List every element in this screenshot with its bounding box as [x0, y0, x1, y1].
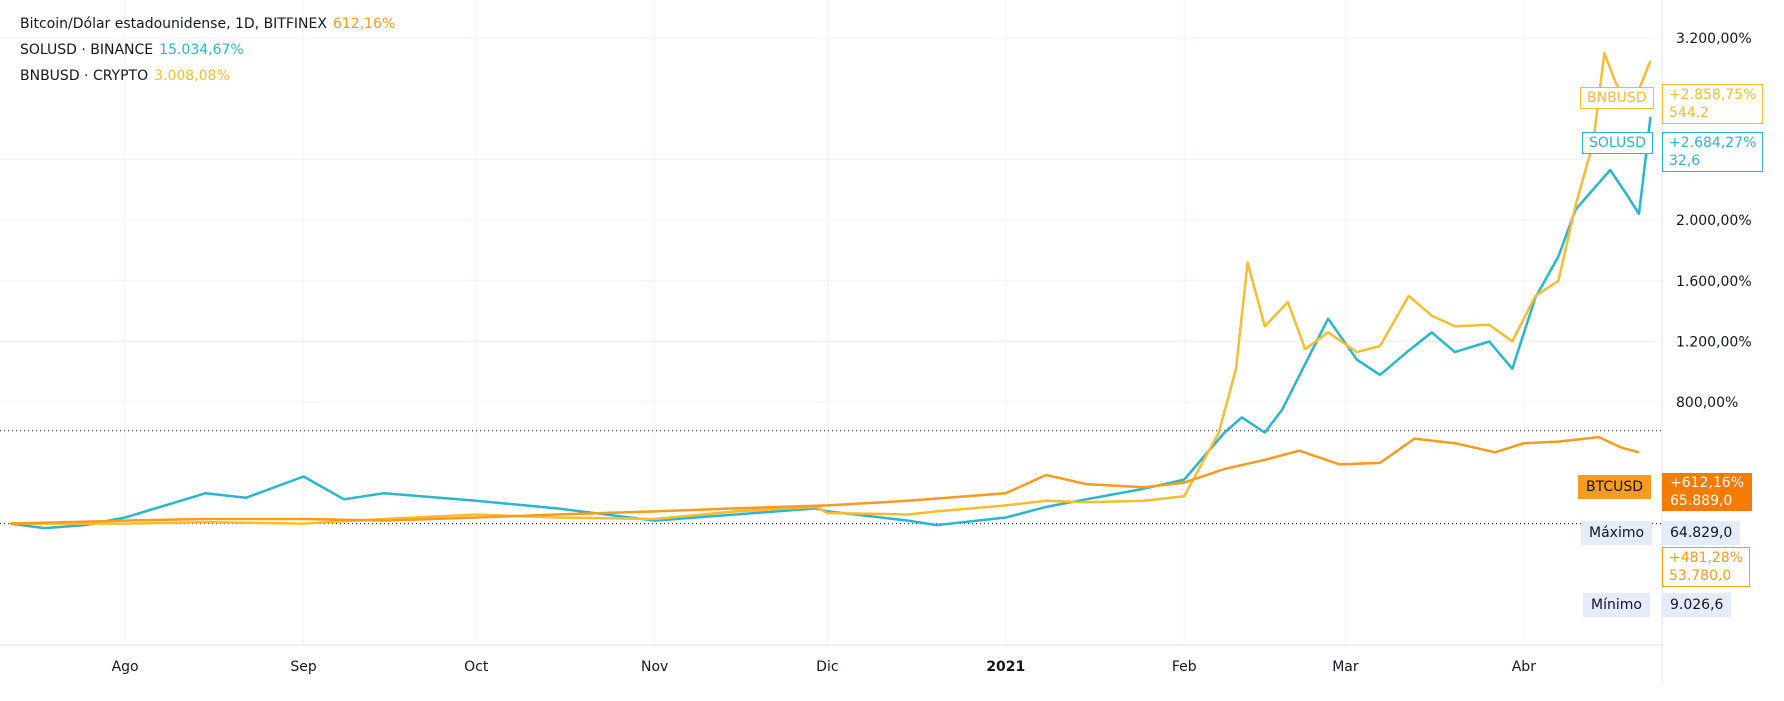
x-tick-label: Nov	[641, 659, 668, 675]
btc-symbol-text: BTCUSD	[1586, 479, 1644, 495]
x-tick-label: 2021	[986, 659, 1025, 675]
min-label: Mínimo	[1583, 593, 1650, 617]
legend-item-bnb[interactable]: BNBUSD · CRYPTO 3.008,08%	[20, 68, 230, 84]
series-line-bnbusd	[10, 51, 1652, 525]
sol-price-text: 32,6	[1669, 153, 1701, 169]
x-tick-label: Abr	[1512, 659, 1536, 675]
x-axis-ticks: Ago Sep Oct Nov Dic 2021 Feb Mar Abr	[112, 659, 1537, 675]
y-tick-label: 1.600,00%	[1676, 274, 1752, 290]
max-label-text: Máximo	[1589, 525, 1645, 541]
max-value: 64.829,0	[1662, 521, 1741, 545]
legend-btc-name: Bitcoin/Dólar estadounidense, 1D, BITFIN…	[20, 16, 327, 32]
legend-sol-value: 15.034,67%	[159, 42, 244, 58]
x-tick-label: Feb	[1172, 659, 1197, 675]
btc-price-label: +612,16% 65.889,0	[1662, 473, 1753, 511]
marker-change-text: +481,28%	[1669, 550, 1744, 566]
bnb-price-label: +2.858,75% 544,2	[1662, 84, 1764, 124]
max-value-text: 64.829,0	[1670, 525, 1733, 541]
grid-lines	[0, 0, 1662, 645]
y-tick-label: 3.200,00%	[1676, 31, 1752, 47]
min-label-text: Mínimo	[1591, 597, 1642, 613]
legend-item-sol[interactable]: SOLUSD · BINANCE 15.034,67%	[20, 42, 244, 58]
x-tick-label: Dic	[816, 659, 838, 675]
legend-bnb-value: 3.008,08%	[154, 68, 230, 84]
y-tick-label: 1.200,00%	[1676, 334, 1752, 350]
bnb-symbol-label: BNBUSD	[1580, 87, 1654, 109]
btc-change-text: +612,16%	[1670, 475, 1745, 491]
x-tick-label: Mar	[1332, 659, 1359, 675]
min-value-text: 9.026,6	[1670, 597, 1724, 613]
legend-item-btc[interactable]: Bitcoin/Dólar estadounidense, 1D, BITFIN…	[20, 16, 395, 32]
legend-sol-name: SOLUSD · BINANCE	[20, 42, 154, 58]
series-lines	[9, 51, 1652, 530]
marker-price-label: +481,28% 53.780,0	[1662, 547, 1751, 587]
btc-price-text: 65.889,0	[1670, 493, 1733, 509]
y-tick-label: 2.000,00%	[1676, 213, 1752, 229]
bnb-symbol-text: BNBUSD	[1587, 90, 1647, 106]
max-label: Máximo	[1581, 521, 1653, 545]
sol-symbol-label: SOLUSD	[1582, 132, 1653, 154]
sol-symbol-text: SOLUSD	[1589, 135, 1646, 151]
x-tick-label: Ago	[112, 659, 139, 675]
min-value: 9.026,6	[1662, 593, 1732, 617]
legend-bnb-name: BNBUSD · CRYPTO	[20, 68, 149, 84]
legend-btc-value: 612,16%	[332, 16, 396, 32]
sol-change-text: +2.684,27%	[1669, 135, 1757, 151]
bnb-price-text: 544,2	[1669, 105, 1710, 121]
y-tick-label: 800,00%	[1676, 395, 1738, 411]
sol-price-label: +2.684,27% 32,6	[1662, 132, 1764, 172]
bnb-change-text: +2.858,75%	[1669, 87, 1757, 103]
x-tick-label: Oct	[464, 659, 489, 675]
x-tick-label: Sep	[290, 659, 317, 675]
series-line-btcusd	[9, 435, 1640, 525]
btc-symbol-label: BTCUSD	[1578, 475, 1652, 499]
marker-price-text: 53.780,0	[1669, 568, 1732, 584]
